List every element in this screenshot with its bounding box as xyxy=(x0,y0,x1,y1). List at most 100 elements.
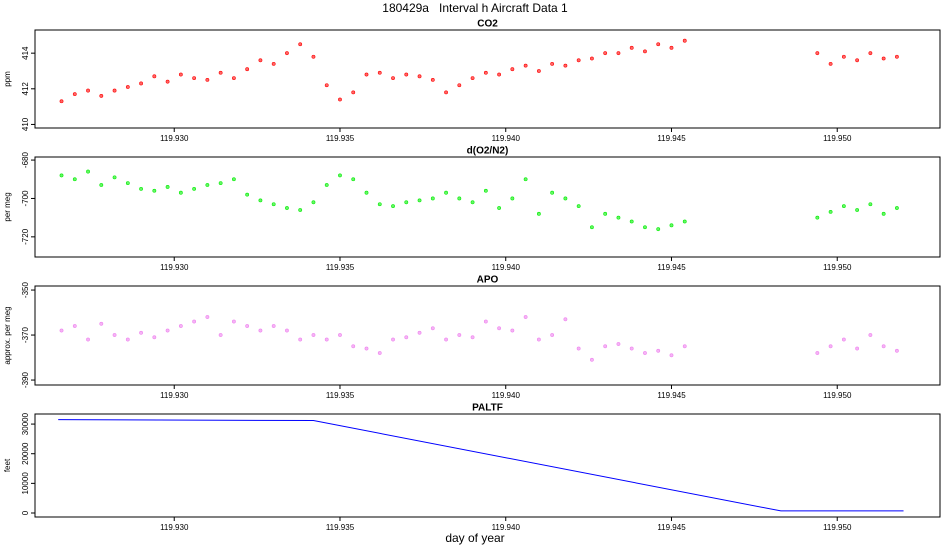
data-point xyxy=(86,337,90,342)
data-point xyxy=(590,225,594,230)
data-point xyxy=(616,51,621,56)
data-point xyxy=(483,70,488,75)
data-point xyxy=(72,177,77,182)
x-tick-label: 119.945 xyxy=(657,134,686,143)
data-point xyxy=(338,97,342,102)
data-point xyxy=(457,196,462,201)
data-point xyxy=(895,206,899,210)
plot-frame xyxy=(34,285,941,386)
x-tick-label: 119.950 xyxy=(823,263,852,272)
data-point xyxy=(99,94,104,98)
y-tick-label: 410 xyxy=(21,117,30,131)
data-point xyxy=(629,346,634,351)
data-point xyxy=(510,67,515,72)
data-point xyxy=(178,72,183,77)
data-point xyxy=(205,183,210,187)
data-point xyxy=(470,200,475,205)
data-point xyxy=(603,344,608,349)
data-point xyxy=(563,317,568,322)
data-point xyxy=(536,69,541,73)
data-point xyxy=(629,219,634,224)
chart-title: 180429a Interval h Aircraft Data 1 xyxy=(382,1,568,15)
y-axis-label: approx. per meg xyxy=(3,306,12,364)
data-point xyxy=(152,335,157,340)
data-point xyxy=(351,344,356,349)
y-tick-label: 412 xyxy=(21,82,30,96)
data-point xyxy=(444,337,448,342)
data-point xyxy=(576,346,581,351)
data-point xyxy=(868,333,873,337)
data-point xyxy=(510,328,515,333)
plot-frame xyxy=(34,29,941,129)
x-tick-label: 119.930 xyxy=(160,523,189,532)
data-point xyxy=(550,61,555,66)
data-point xyxy=(152,188,157,193)
data-point xyxy=(311,200,316,205)
data-point xyxy=(178,190,183,195)
data-point xyxy=(364,346,369,351)
data-point xyxy=(590,357,594,362)
data-point xyxy=(828,344,833,349)
data-point xyxy=(643,225,647,230)
data-point xyxy=(125,337,130,342)
data-point xyxy=(404,335,409,340)
data-point xyxy=(895,348,899,353)
data-point xyxy=(258,328,263,333)
x-tick-label: 119.930 xyxy=(160,134,189,143)
data-point xyxy=(324,183,329,187)
data-point xyxy=(430,326,435,331)
data-point xyxy=(324,83,329,88)
data-point xyxy=(550,333,555,337)
x-tick-label: 119.935 xyxy=(326,523,355,532)
data-point xyxy=(351,177,356,182)
data-point xyxy=(232,177,236,182)
x-tick-label: 119.935 xyxy=(326,263,355,272)
y-axis-label: feet xyxy=(3,458,12,472)
data-point xyxy=(430,196,435,201)
data-point xyxy=(152,74,157,79)
x-tick-label: 119.940 xyxy=(492,391,521,400)
data-point xyxy=(603,51,608,56)
data-point xyxy=(483,188,488,193)
data-point xyxy=(510,196,515,201)
data-point xyxy=(245,192,250,197)
data-point xyxy=(245,67,250,72)
data-point xyxy=(298,42,303,47)
data-point xyxy=(497,206,502,210)
data-point xyxy=(139,81,143,86)
data-point xyxy=(497,72,502,77)
data-point xyxy=(841,337,846,342)
data-point xyxy=(165,185,170,189)
data-point xyxy=(99,183,104,187)
data-point xyxy=(377,70,382,75)
data-point xyxy=(868,51,873,56)
data-point xyxy=(470,76,475,81)
x-axis-label: day of year xyxy=(445,531,504,545)
x-tick-label: 119.945 xyxy=(657,523,686,532)
data-point xyxy=(59,173,64,178)
data-point xyxy=(285,51,289,56)
data-point xyxy=(298,337,303,342)
data-point xyxy=(616,215,621,220)
data-point xyxy=(643,49,647,54)
data-point xyxy=(59,99,64,104)
data-point xyxy=(656,348,661,353)
data-point xyxy=(523,315,528,319)
data-point xyxy=(590,56,594,61)
data-point xyxy=(165,328,170,333)
data-point xyxy=(430,77,435,82)
data-point xyxy=(417,198,422,203)
y-axis-label: ppm xyxy=(3,71,12,87)
data-point xyxy=(351,90,356,95)
x-tick-label: 119.950 xyxy=(823,134,852,143)
data-point xyxy=(815,215,820,220)
data-point xyxy=(643,351,647,355)
data-point xyxy=(457,333,462,337)
data-point xyxy=(165,79,170,84)
data-point xyxy=(550,190,555,195)
data-point xyxy=(59,328,64,333)
data-point xyxy=(603,211,608,216)
data-point xyxy=(881,344,886,349)
data-point xyxy=(523,63,528,68)
y-tick-label: -350 xyxy=(21,281,30,298)
